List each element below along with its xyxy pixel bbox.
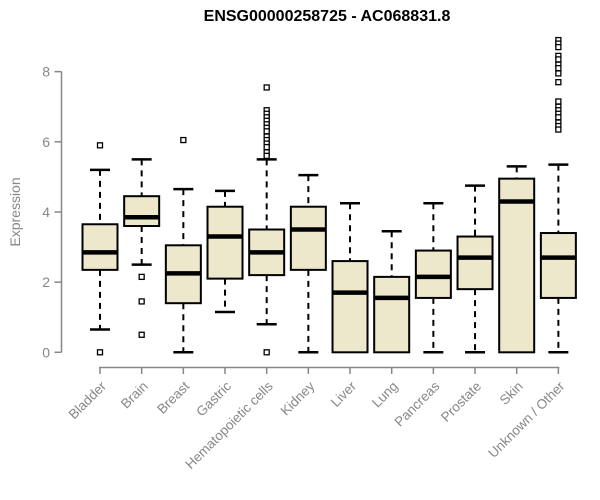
- y-tick-label: 2: [42, 274, 50, 290]
- x-axis-label: Unknown / Other: [485, 378, 568, 461]
- outlier-point: [555, 56, 562, 63]
- x-axis-label: Pancreas: [392, 378, 443, 429]
- outlier-point: [263, 128, 270, 135]
- y-tick-label: 8: [42, 64, 50, 80]
- y-tick-label: 4: [42, 204, 50, 220]
- box: [206, 205, 244, 280]
- outlier-point: [138, 273, 145, 281]
- outlier-point: [555, 126, 562, 133]
- outlier-point: [555, 65, 562, 72]
- box: [414, 249, 452, 299]
- x-axis-label: Breast: [154, 378, 192, 416]
- y-tick-label: 6: [42, 134, 50, 150]
- box: [123, 195, 161, 228]
- x-axis-label: Gastric: [193, 378, 234, 419]
- outlier-point: [138, 298, 145, 305]
- outlier-point: [180, 136, 187, 144]
- chart-title: ENSG00000258725 - AC068831.8: [203, 8, 451, 25]
- outlier-point: [263, 152, 270, 160]
- y-tick-label: 0: [42, 344, 50, 360]
- box: [498, 177, 536, 354]
- x-axis-label: Skin: [497, 379, 526, 408]
- box: [331, 260, 369, 354]
- outlier-point: [555, 43, 562, 51]
- x-axis-label: Kidney: [278, 378, 318, 418]
- x-axis-label: Liver: [328, 378, 360, 410]
- outlier-point: [555, 98, 562, 105]
- outlier-point: [138, 331, 145, 338]
- outlier-point: [263, 349, 270, 356]
- outlier-point: [263, 84, 270, 91]
- x-axis-label: Lung: [369, 379, 401, 411]
- x-axis-label: Brain: [118, 379, 151, 412]
- outlier-point: [96, 142, 104, 149]
- outlier-point: [555, 114, 562, 121]
- outlier-point: [263, 143, 270, 151]
- outlier-point: [555, 70, 562, 77]
- box: [81, 223, 119, 271]
- x-axis-label: Prostate: [438, 379, 484, 425]
- box: [456, 235, 494, 291]
- box: [539, 232, 577, 299]
- x-axis-label: Bladder: [66, 378, 110, 422]
- outlier-point: [96, 349, 104, 356]
- box: [373, 275, 411, 354]
- outlier-point: [555, 79, 562, 86]
- box: [289, 205, 327, 271]
